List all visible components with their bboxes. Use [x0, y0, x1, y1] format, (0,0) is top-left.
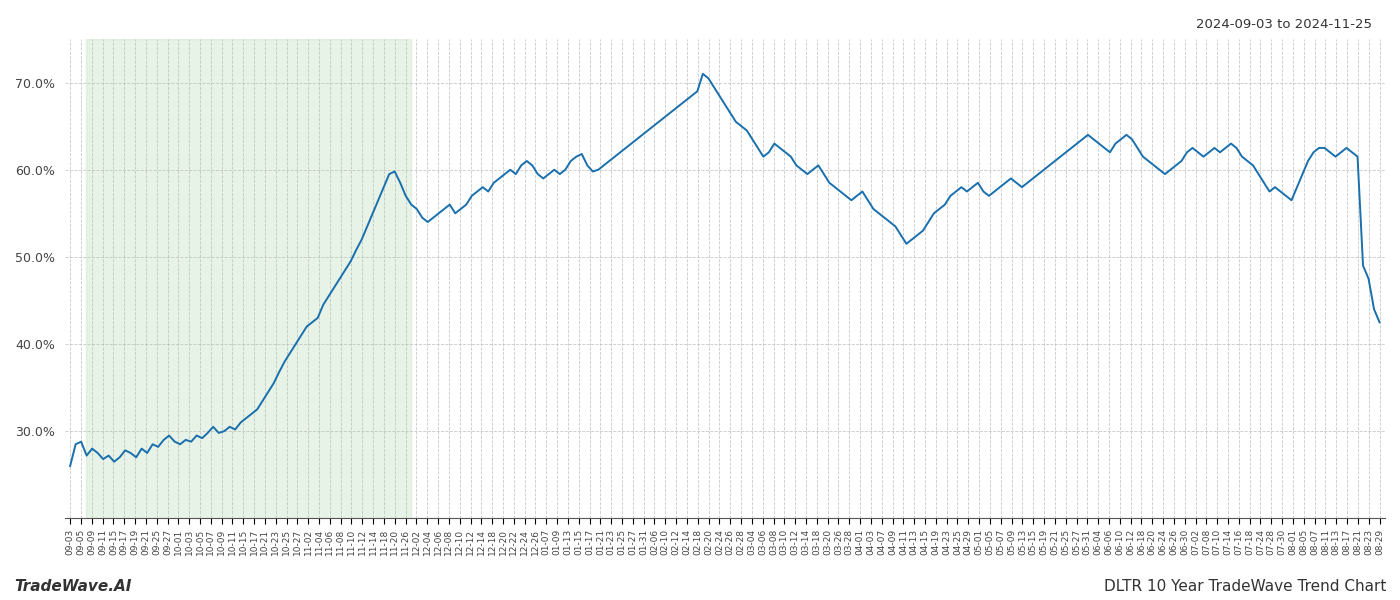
Text: DLTR 10 Year TradeWave Trend Chart: DLTR 10 Year TradeWave Trend Chart — [1103, 579, 1386, 594]
Text: 2024-09-03 to 2024-11-25: 2024-09-03 to 2024-11-25 — [1196, 18, 1372, 31]
Text: TradeWave.AI: TradeWave.AI — [14, 579, 132, 594]
Bar — [87, 39, 412, 518]
